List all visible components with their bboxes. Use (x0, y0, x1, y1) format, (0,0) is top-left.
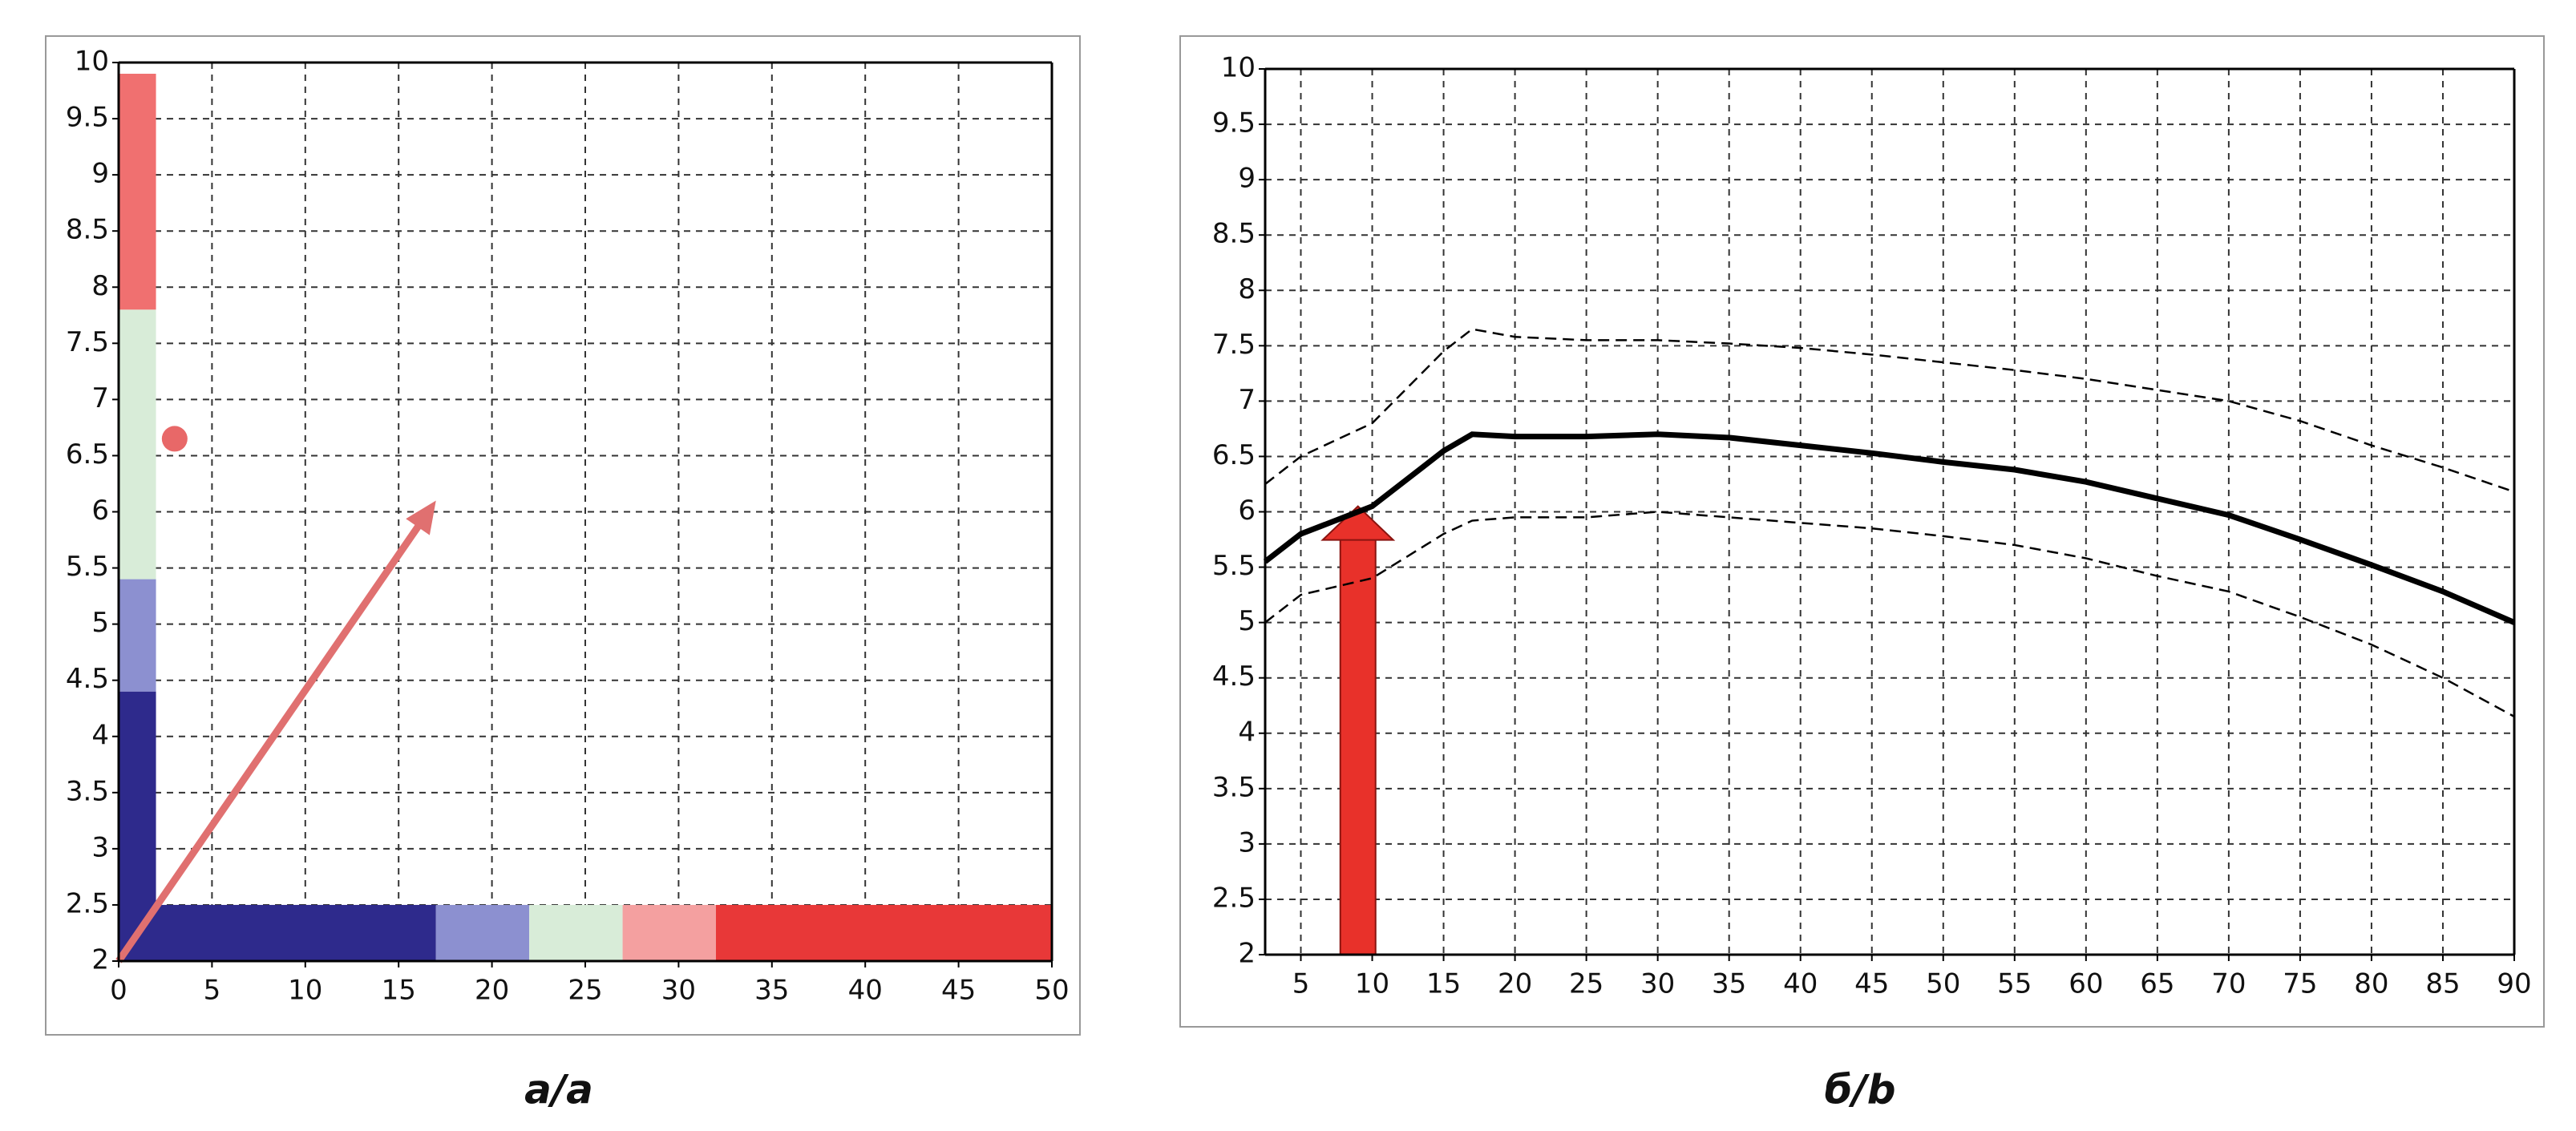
y-tick-label: 7 (1238, 384, 1256, 416)
x-tick-label: 55 (1997, 968, 2032, 1000)
arrow-shaft (1339, 537, 1377, 955)
y-tick-label: 5 (91, 607, 109, 639)
x-band (529, 904, 623, 961)
x-tick-label: 5 (204, 975, 221, 1007)
y-tick-label: 4.5 (66, 663, 109, 695)
series-line (1264, 328, 2515, 493)
x-tick-label: 10 (1355, 968, 1389, 1000)
caption: а/a (524, 1067, 593, 1113)
x-tick-label: 40 (1783, 968, 1818, 1000)
x-band (622, 904, 716, 961)
caption: б/b (1825, 1067, 1896, 1113)
y-tick-label: 5.5 (1212, 550, 1256, 582)
x-tick-label: 15 (382, 975, 416, 1007)
y-tick-label: 7.5 (1212, 329, 1256, 361)
y-tick-label: 3 (1238, 826, 1256, 858)
y-tick-label: 8 (91, 270, 109, 302)
y-tick-label: 2.5 (1212, 882, 1256, 914)
x-tick-label: 5 (1292, 968, 1310, 1000)
x-tick-label: 10 (288, 975, 322, 1007)
arrow-head (1320, 505, 1396, 541)
x-tick-label: 30 (661, 975, 696, 1007)
y-tick-label: 8.5 (66, 214, 109, 246)
x-tick-label: 65 (2140, 968, 2174, 1000)
x-tick-label: 20 (1498, 968, 1532, 1000)
y-tick-label: 3.5 (66, 775, 109, 807)
y-tick-label: 2 (1238, 938, 1256, 970)
x-tick-label: 80 (2354, 968, 2388, 1000)
y-tick-label: 6 (1238, 495, 1256, 527)
x-band (435, 904, 530, 961)
x-tick-label: 15 (1426, 968, 1461, 1000)
y-tick-label: 6.5 (1212, 439, 1256, 471)
x-tick-label: 90 (2497, 968, 2531, 1000)
y-tick-label: 8 (1238, 273, 1256, 305)
x-tick-label: 50 (1034, 975, 1069, 1007)
y-tick-label: 10 (1221, 52, 1256, 84)
y-tick-label: 6.5 (66, 438, 109, 471)
y-tick-label: 9 (91, 158, 109, 190)
y-tick-label: 10 (75, 46, 109, 78)
x-tick-label: 0 (110, 975, 127, 1007)
y-tick-label: 8.5 (1212, 218, 1256, 250)
x-tick-label: 35 (1712, 968, 1746, 1000)
panel-frame (45, 35, 1081, 1036)
y-band (119, 579, 156, 692)
panel-frame (1179, 35, 2545, 1028)
y-tick-label: 9 (1238, 163, 1256, 195)
x-tick-label: 85 (2425, 968, 2460, 1000)
y-band (119, 309, 156, 580)
x-tick-label: 40 (848, 975, 883, 1007)
x-tick-label: 45 (1854, 968, 1889, 1000)
y-tick-label: 9.5 (1212, 107, 1256, 139)
y-tick-label: 7.5 (66, 326, 109, 358)
x-band (715, 904, 1052, 961)
y-tick-label: 4 (1238, 716, 1256, 748)
y-tick-label: 3 (91, 831, 109, 863)
x-tick-label: 50 (1926, 968, 1960, 1000)
point (161, 426, 188, 452)
y-tick-label: 6 (91, 495, 109, 527)
x-tick-label: 25 (568, 975, 602, 1007)
x-band (119, 904, 436, 961)
arrow-shaft (115, 518, 426, 963)
y-tick-label: 5.5 (66, 551, 109, 583)
x-tick-label: 45 (941, 975, 976, 1007)
x-tick-label: 60 (2068, 968, 2103, 1000)
y-tick-label: 4 (91, 719, 109, 751)
arrow-head (406, 500, 436, 535)
x-tick-label: 35 (754, 975, 789, 1007)
x-tick-label: 20 (475, 975, 509, 1007)
y-tick-label: 4.5 (1212, 660, 1256, 693)
x-tick-label: 75 (2283, 968, 2317, 1000)
y-tick-label: 5 (1238, 605, 1256, 637)
x-tick-label: 30 (1640, 968, 1675, 1000)
x-tick-label: 70 (2211, 968, 2246, 1000)
y-band (119, 74, 156, 310)
series-line (1264, 511, 2515, 718)
series-line (1263, 431, 2516, 625)
y-tick-label: 2 (91, 944, 109, 976)
y-tick-label: 3.5 (1212, 771, 1256, 803)
y-tick-label: 2.5 (66, 887, 109, 919)
x-tick-label: 25 (1569, 968, 1603, 1000)
y-tick-label: 9.5 (66, 102, 109, 134)
y-tick-label: 7 (91, 382, 109, 414)
